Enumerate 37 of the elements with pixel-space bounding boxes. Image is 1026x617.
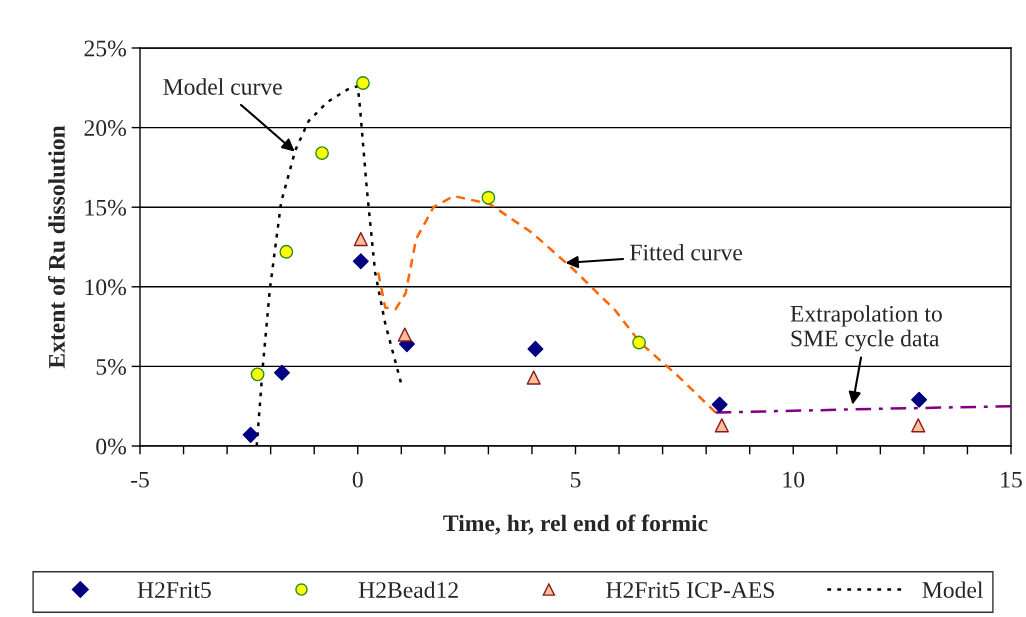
point	[250, 367, 265, 382]
point	[315, 146, 329, 160]
point	[397, 327, 412, 342]
point	[273, 364, 290, 381]
legend-label: Model	[922, 581, 983, 599]
x-tick-label: 0	[352, 471, 363, 488]
point	[714, 418, 729, 433]
y-tick-label: 15%	[85, 199, 126, 216]
point	[711, 396, 728, 413]
point	[352, 253, 369, 270]
y-axis-title: Extent of Ru dissolution	[47, 125, 65, 369]
point	[481, 190, 496, 205]
x-axis-title: Time, hr, rel end of formic	[443, 514, 708, 535]
legend-label: H2Frit5	[137, 582, 211, 599]
point	[279, 244, 294, 259]
x-tick-label: 5	[570, 471, 581, 488]
x-tick-label: -5	[131, 471, 149, 488]
point	[353, 231, 368, 247]
x-tick-label: 15	[1001, 471, 1022, 488]
point	[527, 340, 544, 357]
annotation: Fitted curve	[630, 243, 742, 261]
y-tick-label: 25%	[84, 40, 126, 57]
legend-label: H2Bead12	[358, 581, 458, 599]
annotation: Extrapolation to SME cycle data	[790, 305, 942, 352]
annotation: Model curve	[163, 78, 282, 95]
y-tick-label: 0%	[96, 438, 126, 455]
legend-label: H2Frit5 ICP-AES	[606, 582, 774, 599]
point	[911, 391, 928, 408]
point	[911, 418, 926, 433]
x-tick-label: 10	[783, 471, 805, 488]
y-tick-label: 20%	[84, 120, 126, 137]
y-tick-label: 10%	[85, 279, 126, 296]
point	[526, 370, 541, 385]
y-tick-label: 5%	[96, 358, 126, 375]
point	[356, 76, 370, 90]
point	[632, 335, 646, 350]
point	[242, 426, 259, 443]
